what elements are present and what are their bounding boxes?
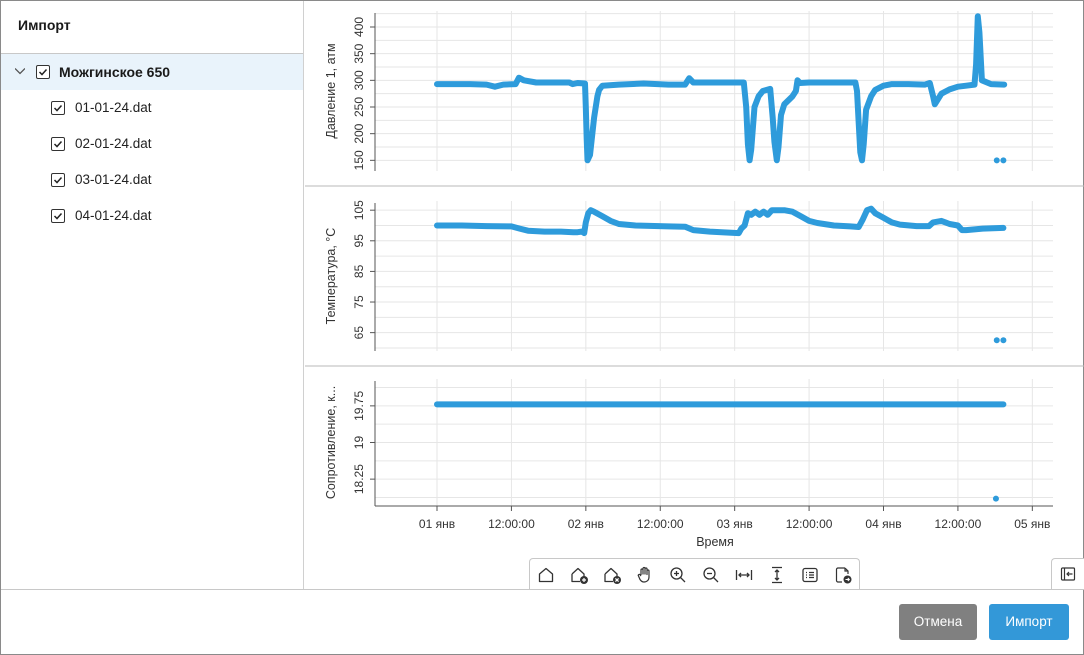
divider [1,53,303,54]
chevron-down-icon[interactable] [15,66,25,76]
y-tick-label: 350 [352,43,366,63]
chart-area[interactable]: 150 200 250 300 350 400 Давление 1, атм 65 75 85 9… [305,1,1084,589]
series-line [434,13,1008,164]
tree-item-file[interactable]: 03-01-24.dat [1,162,303,198]
y-axis-label: Давление 1, атм [324,43,338,138]
y-axis-label: Сопротивление, к... [324,386,338,499]
x-tick-label: 01 янв [419,517,455,531]
fit-horizontal-icon[interactable] [734,565,754,585]
file-label: 02-01-24.dat [75,136,152,151]
file-label: 03-01-24.dat [75,172,152,187]
file-checkbox[interactable] [51,209,65,223]
file-checkbox[interactable] [51,173,65,187]
tree-item-file[interactable]: 04-01-24.dat [1,198,303,234]
fit-vertical-icon[interactable] [767,565,787,585]
home-icon[interactable] [536,565,556,585]
collapse-panel-button[interactable] [1051,558,1084,590]
check-icon [53,176,63,184]
tree-root-row[interactable]: Можгинское 650 [1,54,303,90]
plot-toolbar [529,558,860,590]
series-line [434,205,1007,237]
y-tick-label: 400 [352,17,366,37]
y-tick-label: 19.75 [352,391,366,421]
x-tick-label: 12:00:00 [935,517,982,531]
x-tick-label: 12:00:00 [786,517,833,531]
export-icon[interactable] [833,565,853,585]
x-tick-label: 02 янв [568,517,604,531]
pan-hand-icon[interactable] [635,565,655,585]
data-point [992,495,999,502]
x-tick-label: 03 янв [717,517,753,531]
y-tick-label: 300 [352,70,366,90]
y-axis-label: Температура, °C [324,228,338,325]
file-label: 04-01-24.dat [75,208,152,223]
file-checkbox[interactable] [51,137,65,151]
x-axis-label: Время [696,535,734,549]
home-add-icon[interactable] [569,565,589,585]
y-tick-label: 105 [352,200,366,220]
legend-list-icon[interactable] [800,565,820,585]
y-tick-label: 95 [352,234,366,248]
y-tick-label: 18.25 [352,464,366,494]
x-tick-label: 12:00:00 [637,517,684,531]
footer-divider [1,589,1084,590]
y-tick-label: 250 [352,97,366,117]
x-tick-label: 05 янв [1014,517,1050,531]
charts-svg[interactable]: 150 200 250 300 350 400 Давление 1, атм 65 75 85 9… [305,1,1084,589]
zoom-out-icon[interactable] [701,565,721,585]
x-tick-label: 04 янв [865,517,901,531]
import-button[interactable]: Импорт [989,604,1069,640]
data-point [993,337,1000,344]
y-tick-label: 200 [352,123,366,143]
y-tick-label: 75 [352,295,366,309]
check-icon [53,104,63,112]
cancel-button[interactable]: Отмена [899,604,977,640]
file-label: 01-01-24.dat [75,100,152,115]
panel-collapse-icon [1060,567,1076,581]
y-tick-label: 65 [352,326,366,340]
tree-item-file[interactable]: 01-01-24.dat [1,90,303,126]
x-tick-label: 12:00:00 [488,517,535,531]
file-checkbox[interactable] [51,101,65,115]
y-tick-label: 85 [352,264,366,278]
home-remove-icon[interactable] [602,565,622,585]
check-icon [38,68,48,76]
check-icon [53,212,63,220]
file-tree-panel: Импорт Можгинское 650 01-01-24.dat 02-01… [1,1,304,589]
zoom-in-icon[interactable] [668,565,688,585]
check-icon [53,140,63,148]
tree-root-label: Можгинское 650 [59,64,171,80]
data-point [993,157,1000,164]
root-checkbox[interactable] [36,65,50,79]
y-tick-label: 19 [352,436,366,450]
dialog-title: Импорт [18,17,71,33]
tree-item-file[interactable]: 02-01-24.dat [1,126,303,162]
data-point [1000,337,1007,344]
y-tick-label: 150 [352,150,366,170]
data-point [1000,157,1007,164]
